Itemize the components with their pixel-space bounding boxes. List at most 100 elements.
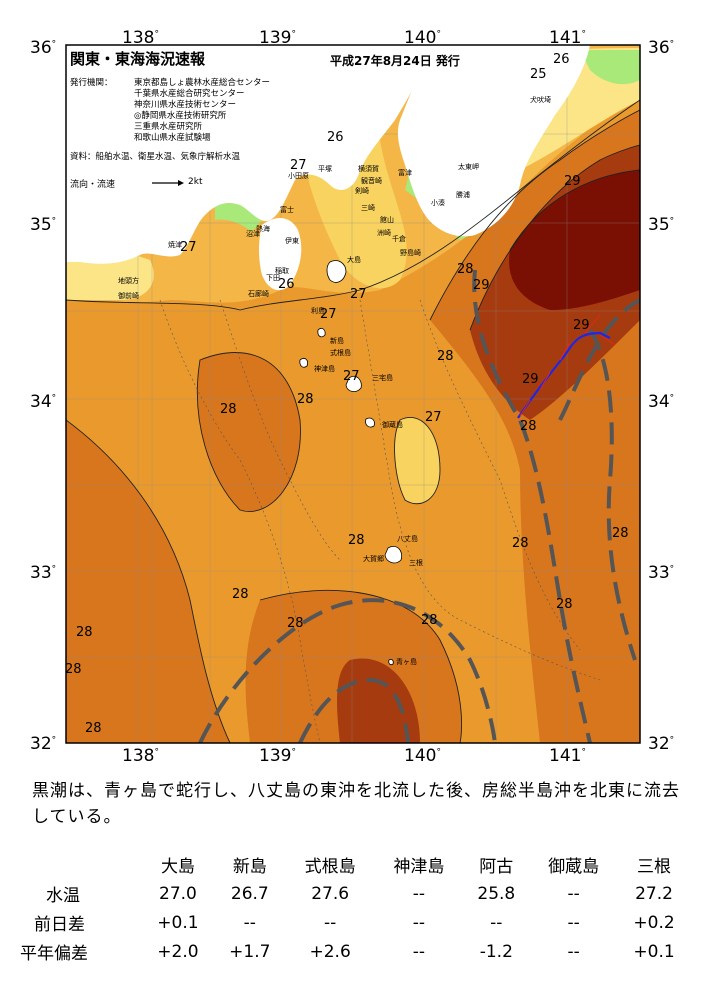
lat-label-36-left: 36° (30, 38, 57, 58)
issuer-4: ◎静岡県水産技術研究所 (134, 111, 227, 121)
issuer-block: 発行機関： 東京都島しょ農林水産総合センター 千葉県水産総合研究センター 神奈川… (70, 78, 270, 143)
place-label: 野島崎 (400, 249, 421, 257)
island-hachijo (384, 545, 403, 564)
table-cell: -- (243, 912, 256, 933)
place-label-layer: 犬吠埼 太東岬 勝浦 小湊 洲崎 館山 千倉 野島崎 平塚 横須賀 観音崎 富津… (118, 96, 551, 666)
isotherm-label: 28 (556, 597, 573, 612)
table-header-station: 大島 (160, 857, 195, 877)
place-label: 大島 (347, 256, 361, 264)
land-honshu-west (66, 45, 430, 264)
lon-label-139-top: 139° (259, 28, 296, 48)
isotherm-label: 29 (522, 372, 539, 387)
issuer-5: 三重県水産研究所 (134, 122, 203, 132)
isotherm-label: 28 (85, 721, 102, 736)
isotherm-label: 28 (512, 536, 529, 551)
place-label: 三崎 (361, 204, 375, 212)
issue-date: 平成27年8月24日 発行 (330, 54, 460, 68)
map-frame (65, 44, 641, 744)
lon-label-138-top: 138° (122, 28, 159, 48)
isotherm-label: 28 (348, 533, 365, 548)
place-label: 熱海 (256, 225, 270, 233)
table-cell: +1.7 (229, 941, 271, 962)
place-label: 三宅島 (372, 374, 393, 382)
lat-label-34-right: 34° (648, 392, 675, 412)
lon-label-140-bottom: 140° (404, 746, 441, 766)
island-aogashima (388, 658, 394, 666)
table-cell: +2.0 (157, 941, 199, 962)
lon-label-138-bottom: 138° (122, 746, 159, 766)
issuer-2: 千葉県水産総合研究センター (134, 89, 245, 99)
isotherm-label: 28 (612, 526, 629, 541)
land-izu-peninsula (259, 218, 302, 291)
place-label: 伊東 (285, 237, 299, 245)
isotherm-label: 27 (290, 158, 307, 173)
place-label: 横須賀 (358, 165, 379, 173)
place-label: 地頭方 (118, 277, 139, 285)
sea-29-south (337, 658, 420, 743)
lat-label-34-left: 34° (30, 392, 57, 412)
table-header-station: 神津島 (393, 857, 445, 877)
lat-label-33-left: 33° (30, 563, 57, 583)
sea-green-inubo (580, 50, 640, 85)
isotherm-label: 28 (457, 262, 474, 277)
sea-30-core (509, 170, 640, 310)
issuer-1: 東京都島しょ農林水産総合センター (134, 78, 271, 88)
table-header-station: 御蔵島 (548, 857, 600, 877)
place-label: 犬吠埼 (530, 96, 551, 104)
issuer-6: 和歌山県水産試験場 (134, 133, 211, 143)
place-label: 平塚 (318, 165, 332, 173)
place-label: 下田 (266, 274, 280, 282)
place-label: 八丈島 (397, 535, 418, 543)
table-cell: +0.1 (157, 912, 199, 933)
place-label: 青ヶ島 (396, 658, 417, 666)
row-label-normal-deviation: 平年偏差 (20, 944, 88, 964)
isotherm-label: 27 (343, 369, 360, 384)
isotherm-label: 28 (76, 625, 93, 640)
lat-label-33-right: 33° (648, 563, 675, 583)
place-label: 石廊崎 (248, 290, 269, 298)
place-label: 洲崎 (377, 229, 391, 237)
table-cell: 27.0 (159, 883, 197, 904)
place-label: 館山 (380, 216, 394, 224)
place-label: 剣崎 (355, 187, 369, 195)
place-label: 小湊 (431, 199, 445, 207)
place-label: 観音崎 (361, 177, 382, 185)
table-cell: -- (567, 883, 580, 904)
isotherm-label: 28 (287, 616, 304, 631)
lat-label-35-left: 35° (30, 215, 57, 235)
place-label: 小田原 (288, 172, 309, 180)
table-cell: -- (567, 941, 580, 962)
table-header-station: 三根 (637, 857, 672, 877)
isotherm-label: 27 (425, 410, 442, 425)
lat-label-32-left: 32° (30, 734, 57, 754)
table-cell: 27.2 (635, 883, 673, 904)
water-temperature-table: 大島 新島 式根島 神津島 阿古 御蔵島 三根 水温 27.0 26.7 27.… (20, 850, 690, 966)
table-header-row: 大島 新島 式根島 神津島 阿古 御蔵島 三根 (20, 850, 690, 879)
table-header-corner (20, 850, 142, 879)
kuroshio-axis (198, 269, 640, 743)
kuroshio-summary: 黒潮は、青ヶ島で蛇行し、八丈島の東沖を北流した後、房総半島沖を北東に流去している… (32, 781, 680, 827)
isotherm-label-layer: 25 26 26 27 27 26 27 27 27 27 28 29 29 2… (65, 52, 629, 736)
place-label: 千倉 (392, 235, 406, 243)
table-cell: +2.6 (309, 941, 351, 962)
isotherm-label: 27 (180, 240, 197, 255)
row-label-water-temp: 水温 (46, 886, 80, 906)
isotherm-label: 28 (65, 662, 82, 677)
table-cell: -- (567, 912, 580, 933)
lat-label-36-right: 36° (648, 38, 675, 58)
island-niijima (317, 327, 326, 338)
place-label: 御前崎 (118, 292, 139, 300)
current-legend-value: 2kt (188, 177, 203, 187)
place-label: 焼津 (168, 241, 182, 249)
isotherm-lines (66, 99, 640, 743)
island-mikura (365, 417, 375, 428)
data-sources: 資料：船舶水温、衛星水温、気象庁解析水温 (70, 152, 241, 162)
isotherm-label: 29 (564, 174, 581, 189)
place-label: 勝浦 (456, 191, 470, 199)
table-row: 平年偏差 +2.0 +1.7 +2.6 -- -1.2 -- +0.1 (20, 937, 690, 966)
isotherm-label: 27 (350, 287, 367, 302)
table-cell: -1.2 (479, 941, 513, 962)
isotherm-label: 28 (520, 419, 537, 434)
bathymetry-lines (159, 299, 601, 743)
place-label: 富津 (398, 169, 412, 177)
